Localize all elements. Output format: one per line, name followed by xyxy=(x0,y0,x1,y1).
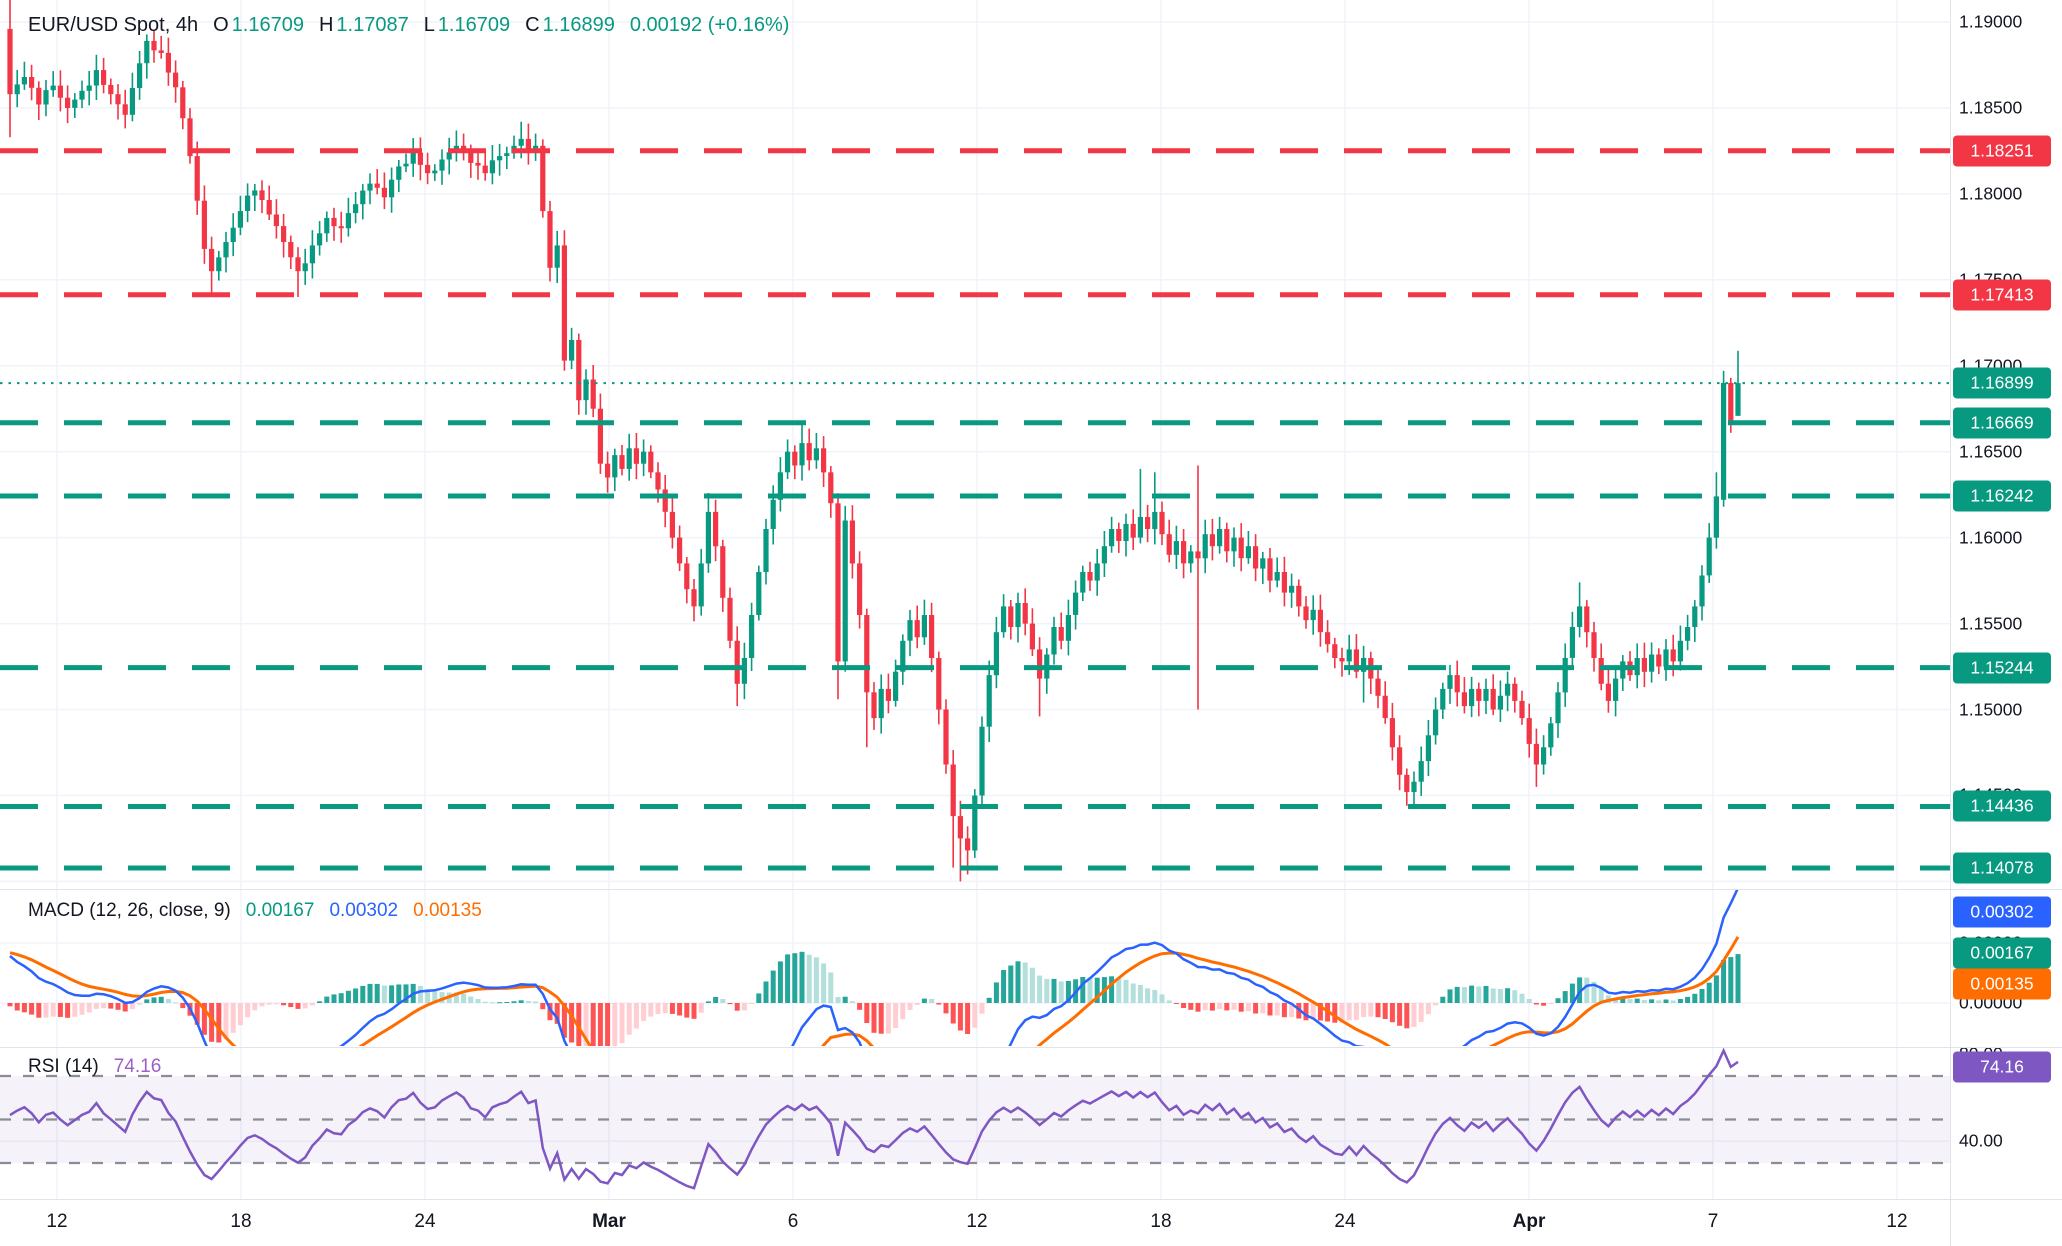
macd-value-badge: 0.00135 xyxy=(1953,968,2051,1000)
time-axis-label: Mar xyxy=(592,1211,626,1232)
macd-value-badge: 0.00302 xyxy=(1953,896,2051,928)
time-axis-label: 18 xyxy=(1150,1211,1172,1232)
price-tick: 1.15000 xyxy=(1959,699,2023,720)
price-tick: 1.15500 xyxy=(1959,613,2023,634)
price-level-badge: 1.14436 xyxy=(1953,790,2051,822)
symbol-legend[interactable]: EUR/USD Spot, 4h O 1.16709 H 1.17087 L 1.16… xyxy=(28,14,789,37)
price-axis-border xyxy=(1950,0,1951,1246)
macd-pane[interactable] xyxy=(0,890,1950,1046)
time-axis-label: 7 xyxy=(1707,1211,1719,1232)
macd-hist-value: 0.00167 xyxy=(245,900,315,921)
macd-value-badge: 0.00167 xyxy=(1953,937,2051,969)
macd-legend[interactable]: MACD (12, 26, close, 9) 0.00167 0.00302 … xyxy=(28,900,482,922)
change-value: 0.00192 (+0.16%) xyxy=(629,14,790,36)
rsi-value: 74.16 xyxy=(113,1056,162,1077)
pane-divider-main-macd[interactable] xyxy=(0,889,2062,890)
price-tick: 1.18500 xyxy=(1959,97,2023,118)
price-tick: 1.19000 xyxy=(1959,11,2023,32)
time-axis-label: 24 xyxy=(1334,1211,1356,1232)
time-axis-label: 12 xyxy=(46,1211,68,1232)
macd-signal-value: 0.00135 xyxy=(413,900,482,921)
macd-line-value: 0.00302 xyxy=(329,900,399,921)
price-tick: 1.18000 xyxy=(1959,183,2023,204)
time-axis-label: 12 xyxy=(966,1211,988,1232)
time-axis-border xyxy=(0,1199,2062,1200)
ohlc-low: L 1.16709 xyxy=(423,14,511,36)
price-level-badge: 1.18251 xyxy=(1953,135,2051,167)
ohlc-open: O 1.16709 xyxy=(213,14,304,36)
price-level-badge: 1.17413 xyxy=(1953,279,2051,311)
rsi-value-badge: 74.16 xyxy=(1953,1051,2051,1083)
price-level-badge: 1.16242 xyxy=(1953,480,2051,512)
symbol-title: EUR/USD Spot, 4h xyxy=(28,14,199,36)
price-level-badge: 1.16899 xyxy=(1953,367,2051,399)
time-axis-label: 12 xyxy=(1886,1211,1908,1232)
price-level-badge: 1.16669 xyxy=(1953,407,2051,439)
main-price-pane[interactable] xyxy=(0,0,1950,888)
time-axis-label: Apr xyxy=(1512,1211,1546,1232)
pane-divider-macd-rsi[interactable] xyxy=(0,1047,2062,1048)
ohlc-high: H 1.17087 xyxy=(318,14,409,36)
price-level-badge: 1.15244 xyxy=(1953,652,2051,684)
price-tick: 1.16000 xyxy=(1959,527,2023,548)
rsi-pane[interactable] xyxy=(0,1048,1950,1199)
rsi-legend[interactable]: RSI (14) 74.16 xyxy=(28,1056,161,1078)
macd-title: MACD (12, 26, close, 9) xyxy=(28,900,231,921)
rsi-tick: 40.00 xyxy=(1959,1130,2003,1151)
ohlc-close: C 1.16899 xyxy=(525,14,615,36)
rsi-title: RSI (14) xyxy=(28,1056,99,1077)
price-level-badge: 1.14078 xyxy=(1953,852,2051,884)
time-axis-label: 24 xyxy=(414,1211,436,1232)
time-axis-label: 18 xyxy=(230,1211,252,1232)
price-tick: 1.16500 xyxy=(1959,441,2023,462)
time-axis-label: 6 xyxy=(787,1211,799,1232)
